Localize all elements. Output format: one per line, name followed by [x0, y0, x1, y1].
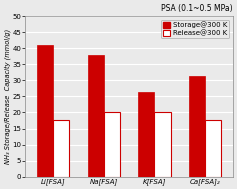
Bar: [104, 112, 120, 177]
Text: PSA (0.1~0.5 MPa): PSA (0.1~0.5 MPa): [161, 4, 233, 13]
Bar: [53, 120, 69, 177]
Y-axis label: NH₃ Storage/Release  Capacity (mmol/g): NH₃ Storage/Release Capacity (mmol/g): [4, 29, 11, 164]
Bar: [189, 76, 205, 177]
Bar: [138, 91, 154, 177]
Bar: [205, 120, 221, 177]
Legend: Storage@300 K, Release@300 K: Storage@300 K, Release@300 K: [161, 19, 229, 38]
Bar: [154, 112, 171, 177]
Bar: [88, 55, 104, 177]
Bar: [37, 45, 53, 177]
